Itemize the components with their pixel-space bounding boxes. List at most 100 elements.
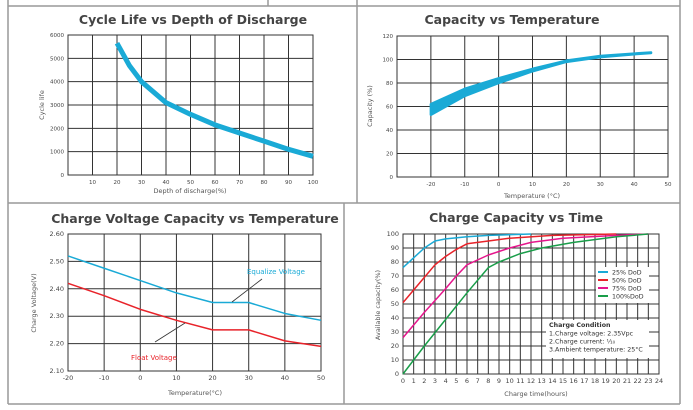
x-tick-label: 19 <box>602 377 610 385</box>
chart-2: Capacity vs Temperature -20 -10 0 10 20 30 40 50… <box>366 12 672 200</box>
x-axis-label: Depth of discharge(%) <box>153 187 226 195</box>
series-line-4 <box>402 233 649 375</box>
y-tick-label: 60 <box>386 105 393 111</box>
series-line-1 <box>114 41 314 159</box>
y-tick-label: 30 <box>391 328 399 336</box>
x-tick-label: -20 <box>63 374 74 382</box>
x-tick-label: 24 <box>655 377 663 385</box>
x-tick-label: 10 <box>506 377 514 385</box>
y-tick-label: 6000 <box>50 33 64 39</box>
x-axis-label: Charge time(hours) <box>504 390 567 398</box>
y-axis-label: Available capacity(%) <box>374 270 382 340</box>
y-tick-label: 2000 <box>50 126 64 132</box>
x-tick-label: 50 <box>317 374 325 382</box>
x-tick-label: 0 <box>401 377 405 385</box>
x-tick-label: -10 <box>99 374 110 382</box>
x-tick-label: 40 <box>631 182 638 188</box>
x-tick-label: 60 <box>212 180 219 186</box>
y-tick-label: 2.10 <box>50 367 64 375</box>
y-tick-label: 2.60 <box>50 230 64 238</box>
x-axis-label: Temperature (°C) <box>503 192 560 200</box>
x-tick-label: 2 <box>422 377 426 385</box>
x-tick-label: 30 <box>597 182 604 188</box>
x-tick-label: 70 <box>236 180 243 186</box>
x-tick-label: 0 <box>497 182 501 188</box>
x-tick-label: 20 <box>612 377 620 385</box>
x-tick-label: 90 <box>285 180 292 186</box>
x-tick-label: 4 <box>444 377 448 385</box>
x-tick-label: 30 <box>245 374 253 382</box>
x-tick-label: 9 <box>497 377 501 385</box>
float-leader <box>154 322 186 343</box>
x-tick-label: 3 <box>433 377 437 385</box>
chart-3: Charge Voltage Capacity vs Temperature -2… <box>30 211 339 397</box>
chart-title: Cycle Life vs Depth of Discharge <box>79 12 307 27</box>
y-tick-label: 20 <box>386 152 393 158</box>
legend-label: 25% DoD <box>612 270 642 277</box>
y-tick-label: 20 <box>391 342 399 350</box>
y-tick-label: 50 <box>391 300 399 308</box>
x-tick-label: 18 <box>591 377 599 385</box>
x-tick-label: 23 <box>644 377 652 385</box>
y-tick-label: 90 <box>391 244 399 252</box>
y-tick-label: 2.50 <box>50 257 64 265</box>
y-tick-label: 120 <box>383 34 394 40</box>
x-tick-label: 10 <box>89 180 96 186</box>
y-tick-label: 80 <box>391 258 399 266</box>
x-tick-label: 0 <box>138 374 142 382</box>
charge-condition-line: 2.Charge current: ⅒ <box>549 339 615 346</box>
x-tick-label: -20 <box>426 182 435 188</box>
chart-title: Charge Voltage Capacity vs Temperature <box>51 211 339 226</box>
x-tick-label: 10 <box>529 182 536 188</box>
x-tick-label: 100 <box>308 180 319 186</box>
x-tick-label: 20 <box>563 182 570 188</box>
y-tick-label: 4000 <box>50 80 64 86</box>
frame <box>7 0 681 405</box>
x-tick-label: 10 <box>172 374 180 382</box>
y-tick-label: 60 <box>391 286 399 294</box>
x-tick-label: 22 <box>634 377 642 385</box>
plot-area <box>67 233 322 372</box>
y-tick-label: 40 <box>386 128 393 134</box>
x-tick-label: 7 <box>476 377 480 385</box>
x-tick-label: 50 <box>665 182 672 188</box>
x-tick-label: 30 <box>138 180 145 186</box>
x-tick-label: 14 <box>548 377 556 385</box>
series-line-2 <box>67 282 322 348</box>
x-tick-label: 16 <box>570 377 578 385</box>
x-tick-label: 17 <box>580 377 588 385</box>
y-tick-label: 0 <box>61 173 65 179</box>
x-tick-label: 5 <box>454 377 458 385</box>
x-tick-label: 1 <box>412 377 416 385</box>
y-tick-label: 0 <box>395 370 399 378</box>
series-line-1 <box>402 233 532 269</box>
x-tick-label: 12 <box>527 377 535 385</box>
chart-1: Cycle Life vs Depth of Discharge 10 20 30 40… <box>38 12 319 195</box>
y-tick-label: 10 <box>391 356 399 364</box>
equalize-label: Equalize Voltage <box>247 268 305 276</box>
x-tick-label: 11 <box>516 377 524 385</box>
series-line-3 <box>402 233 649 339</box>
x-tick-label: -10 <box>460 182 469 188</box>
y-axis-label: Charge Voltage(V) <box>30 273 38 332</box>
x-tick-label: 20 <box>208 374 216 382</box>
charge-condition-line: 1.Charge voltage: 2.35Vpc <box>549 331 634 338</box>
y-axis-label: Cycle life <box>38 90 46 120</box>
y-tick-label: 2.30 <box>50 312 64 320</box>
capacity-band <box>429 51 653 116</box>
y-tick-label: 70 <box>391 272 399 280</box>
x-axis-label: Temperature(°C) <box>167 389 222 397</box>
x-tick-label: 21 <box>623 377 631 385</box>
y-tick-label: 100 <box>387 230 399 238</box>
series-line-2 <box>402 233 617 304</box>
y-tick-label: 2.20 <box>50 340 64 348</box>
y-tick-label: 0 <box>390 175 394 181</box>
x-tick-label: 50 <box>187 180 194 186</box>
y-tick-label: 1000 <box>50 150 64 156</box>
legend-label: 100%DoD <box>612 294 644 301</box>
y-tick-label: 2.40 <box>50 285 64 293</box>
y-tick-label: 3000 <box>50 103 64 109</box>
legend-label: 50% DoD <box>612 278 642 285</box>
